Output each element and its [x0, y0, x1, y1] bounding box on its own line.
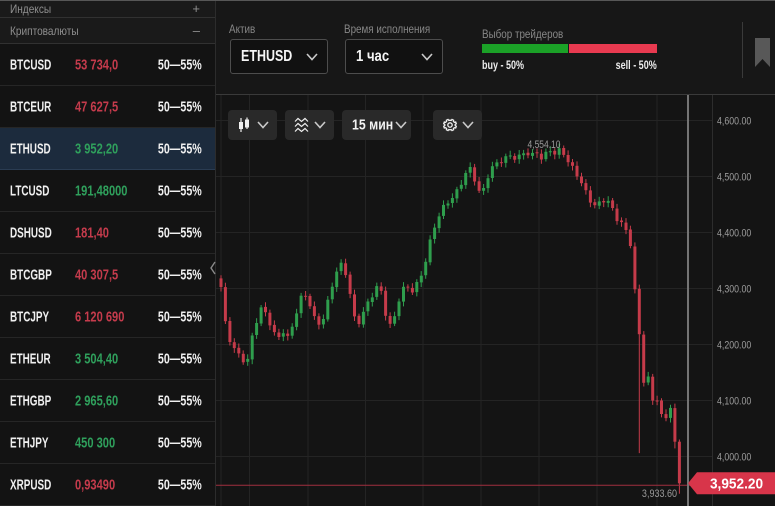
svg-text:3,933.60: 3,933.60 — [642, 488, 677, 500]
svg-text:3,952.20: 3,952.20 — [710, 476, 763, 493]
svg-text:4,100.00: 4,100.00 — [717, 395, 752, 407]
svg-text:4,600.00: 4,600.00 — [717, 115, 752, 127]
svg-text:4,200.00: 4,200.00 — [717, 339, 752, 351]
svg-text:4,400.00: 4,400.00 — [717, 227, 752, 239]
svg-text:4,300.00: 4,300.00 — [717, 283, 752, 295]
svg-text:4,500.00: 4,500.00 — [717, 171, 752, 183]
svg-text:4,000.00: 4,000.00 — [717, 451, 752, 463]
svg-text:4,554.10: 4,554.10 — [528, 139, 561, 151]
